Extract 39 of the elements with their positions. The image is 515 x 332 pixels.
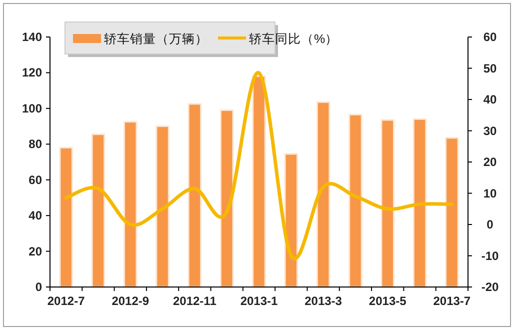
y2-tick-label: -20 (481, 280, 499, 294)
x-tick-label: 2012-7 (47, 294, 86, 308)
y2-tick-label: 0 (486, 218, 494, 232)
y2-tick-label: 50 (483, 61, 497, 76)
x-tick-label: 2013-3 (304, 294, 342, 308)
bar (252, 76, 266, 288)
y-tick-label: 60 (28, 172, 42, 187)
bar (156, 126, 170, 288)
bar (380, 119, 394, 288)
bar (59, 146, 73, 288)
y-tick-label: 140 (22, 30, 42, 44)
bar (188, 103, 202, 288)
legend-label: 轿车销量（万辆） (104, 32, 208, 46)
y-tick-label: 120 (22, 66, 42, 80)
x-tick-label: 2013-5 (368, 294, 407, 308)
x-tick-label: 2012-11 (172, 294, 217, 308)
y-tick-label: 80 (28, 137, 42, 152)
x-tick-label: 2013-1 (240, 294, 278, 308)
bar (284, 153, 298, 288)
y2-tick-label: 10 (483, 186, 497, 200)
y-tick-label: 40 (28, 208, 42, 223)
bar (445, 137, 459, 288)
y-tick-label: 20 (28, 244, 42, 258)
y2-tick-label: 60 (483, 30, 497, 44)
bar (412, 118, 427, 288)
x-tick-label: 2013-7 (433, 294, 471, 308)
legend-label: 轿车同比（%） (249, 32, 338, 46)
bar (124, 121, 138, 288)
bar (348, 114, 362, 288)
y-tick-label: 0 (35, 280, 42, 294)
y2-tick-label: 20 (483, 155, 497, 169)
y2-tick-label: -10 (481, 248, 499, 263)
y2-tick-label: 30 (483, 124, 497, 138)
bar (316, 101, 330, 288)
x-tick-label: 2012-9 (112, 294, 150, 308)
y2-tick-label: 40 (483, 92, 497, 106)
bar (220, 109, 234, 288)
bar (91, 134, 106, 288)
y-tick-label: 100 (22, 101, 42, 116)
